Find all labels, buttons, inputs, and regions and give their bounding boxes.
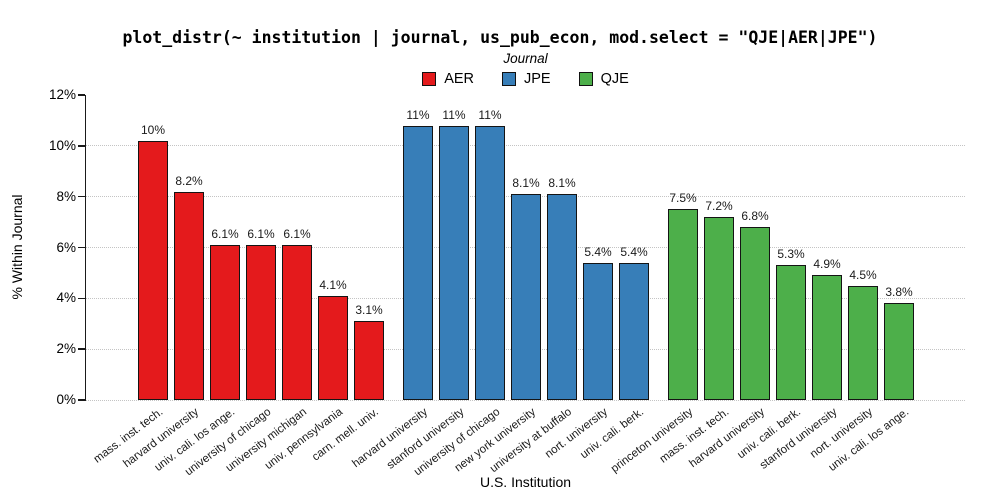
- bar-value-label: 5.3%: [777, 247, 805, 262]
- bar-value-label: 11%: [442, 107, 466, 122]
- legend-items: AER JPE QJE: [86, 71, 965, 87]
- y-tick-label: 10%: [48, 137, 76, 153]
- bar: [475, 125, 505, 400]
- bar-value-label: 3.1%: [355, 303, 383, 318]
- bar: [740, 227, 770, 400]
- bar-value-label: 4.1%: [319, 277, 347, 292]
- legend-item-qje: QJE: [578, 71, 629, 87]
- y-tick-mark: [78, 246, 85, 249]
- y-gridline: [86, 145, 965, 147]
- bar-value-label: 4.5%: [849, 267, 877, 282]
- bar-value-label: 5.4%: [584, 244, 612, 259]
- y-tick-label: 0%: [56, 392, 76, 407]
- bar: [884, 303, 914, 400]
- y-tick-label: 4%: [56, 290, 76, 306]
- bar: [776, 265, 806, 400]
- chart-title: plot_distr(~ institution | journal, us_p…: [122, 28, 878, 47]
- bar: [318, 295, 348, 400]
- y-tick-label: 6%: [56, 239, 76, 255]
- bar-value-label: 7.2%: [705, 199, 733, 213]
- y-tick-mark: [78, 348, 85, 350]
- bar: [210, 244, 240, 400]
- bar: [403, 125, 433, 400]
- bar: [138, 140, 168, 400]
- bar-value-label: 8.1%: [548, 176, 576, 191]
- y-tick-mark: [78, 297, 85, 300]
- y-tick-label: 8%: [56, 188, 76, 204]
- legend-label: AER: [444, 71, 475, 87]
- legend-label: QJE: [600, 71, 629, 87]
- legend-item-aer: AER: [422, 71, 474, 87]
- legend-item-jpe: JPE: [502, 71, 551, 87]
- bar: [282, 244, 312, 400]
- bar-value-label: 6.8%: [741, 209, 769, 224]
- bar: [668, 209, 698, 400]
- bar-value-label: 6.1%: [211, 226, 239, 241]
- bar: [246, 244, 276, 400]
- bar: [848, 285, 878, 400]
- y-tick-mark: [78, 145, 85, 147]
- y-axis-title: % Within Journal: [9, 194, 25, 300]
- y-tick-label: 12%: [48, 87, 76, 102]
- bar-value-label: 5.4%: [620, 244, 648, 259]
- y-axis-line: [84, 95, 86, 401]
- bar-value-label: 6.1%: [283, 226, 311, 241]
- legend-label: JPE: [524, 71, 551, 87]
- bar: [439, 125, 469, 400]
- bar-value-label: 6.1%: [247, 226, 275, 241]
- legend-swatch-qje: [578, 72, 593, 86]
- bar: [174, 191, 204, 400]
- y-tick-label: 2%: [56, 341, 76, 357]
- bar: [354, 321, 384, 400]
- bar-value-label: 11%: [406, 107, 430, 122]
- legend: Journal AER JPE QJE: [86, 51, 965, 87]
- x-tick-label: nort. university: [543, 406, 611, 461]
- bar: [583, 262, 613, 400]
- legend-swatch-aer: [422, 72, 437, 86]
- y-gridline: [86, 399, 965, 401]
- legend-swatch-jpe: [502, 72, 517, 86]
- bar-value-label: 11%: [478, 107, 502, 122]
- bar: [619, 262, 649, 400]
- y-tick-mark: [78, 94, 85, 96]
- bar: [704, 217, 734, 400]
- x-axis-title: U.S. Institution: [479, 474, 572, 490]
- y-tick-mark: [78, 399, 85, 401]
- bar-value-label: 3.8%: [885, 285, 913, 300]
- bar: [511, 194, 541, 400]
- bar-value-label: 4.9%: [813, 257, 841, 272]
- bar-value-label: 7.5%: [669, 191, 697, 206]
- bar: [812, 275, 842, 400]
- bar-value-label: 8.1%: [512, 176, 540, 191]
- bar-value-label: 10%: [140, 122, 166, 137]
- bar: [547, 194, 577, 400]
- legend-title: Journal: [503, 51, 548, 66]
- bar-value-label: 8.2%: [175, 173, 203, 188]
- y-tick-mark: [78, 195, 85, 198]
